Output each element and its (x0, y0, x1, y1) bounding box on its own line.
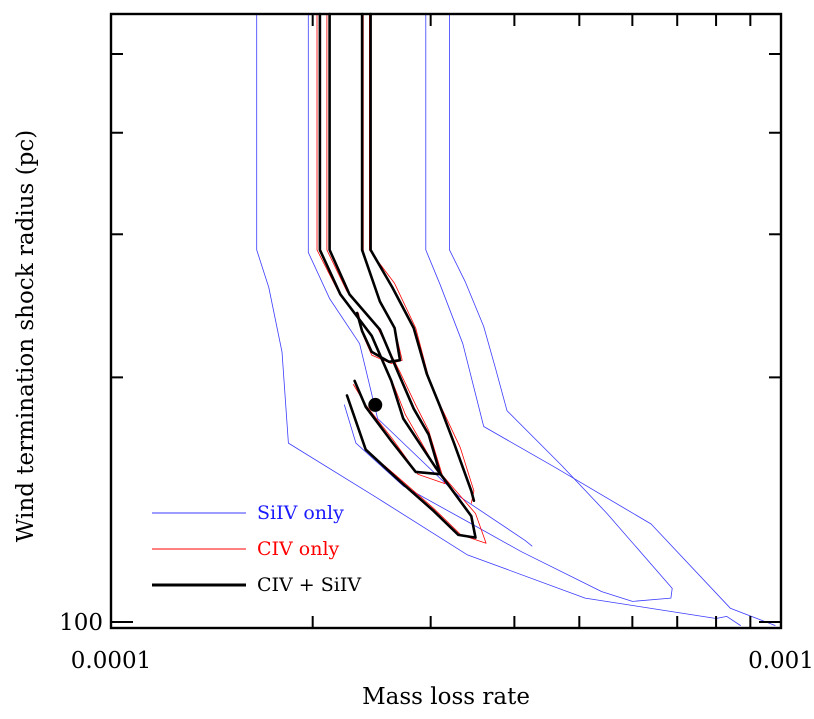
x-axis-label: Mass loss rate (362, 684, 530, 710)
legend-siiv-label: SiIV only (257, 502, 344, 524)
legend-combined-label: CIV + SiIV (257, 574, 361, 596)
x-tick-label-1: 0.0001 (71, 648, 151, 674)
contour-line-2 (307, 13, 533, 547)
legend-civ-label: CIV only (257, 538, 340, 560)
contour-line-11 (355, 12, 402, 364)
contour-line-10 (328, 12, 442, 476)
contour-line-1 (256, 13, 741, 626)
y-axis-label: Wind termination shock radius (pc) (13, 130, 39, 542)
contour-lines (256, 12, 776, 626)
contour-line-3 (425, 13, 776, 626)
y-tick-label-1: 100 (59, 610, 103, 636)
tick-labels: 0.0001 0.001 100 (59, 610, 814, 674)
contour-line-6 (326, 13, 446, 484)
axis-ticks (111, 14, 781, 628)
contour-line-4 (344, 13, 673, 602)
best-fit-layer (368, 397, 383, 412)
x-tick-label-2: 0.001 (748, 648, 814, 674)
best-fit-point (368, 397, 383, 412)
plot-frame (109, 12, 783, 630)
contour-line-12 (369, 12, 476, 502)
legend: SiIV only CIV only CIV + SiIV (152, 502, 361, 596)
contour-line-9 (318, 12, 477, 539)
